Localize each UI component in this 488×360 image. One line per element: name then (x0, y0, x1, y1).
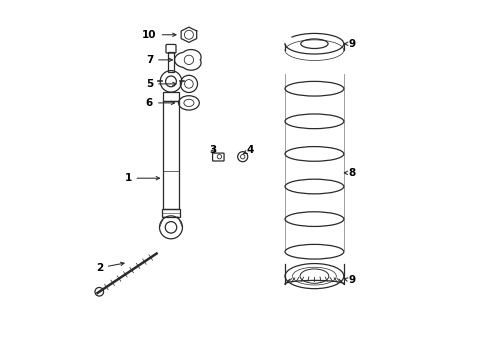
Text: 3: 3 (209, 144, 216, 154)
Bar (163, 101, 178, 209)
Bar (167, 52, 174, 72)
Text: 4: 4 (243, 145, 253, 155)
Text: 9: 9 (344, 39, 355, 49)
Text: 7: 7 (145, 55, 172, 65)
Text: 8: 8 (344, 168, 355, 178)
Text: 2: 2 (96, 262, 124, 273)
Text: 10: 10 (142, 30, 176, 40)
Bar (162, 209, 179, 217)
Text: 5: 5 (145, 79, 176, 89)
Text: 1: 1 (124, 173, 159, 183)
Bar (163, 92, 178, 101)
Text: 6: 6 (145, 98, 174, 108)
Text: 9: 9 (344, 275, 355, 285)
